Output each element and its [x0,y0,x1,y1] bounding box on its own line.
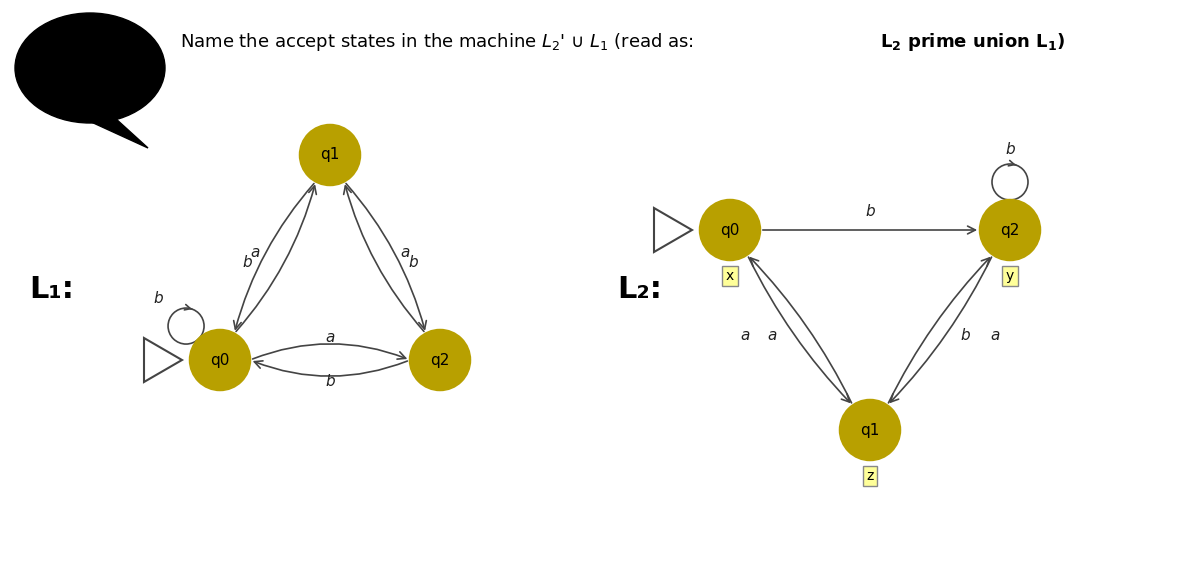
Text: b: b [154,291,163,305]
FancyArrowPatch shape [763,226,976,234]
Polygon shape [65,110,148,148]
Text: Name the accept states in the machine $L_2$' $\cup$ $L_1$ (read as:: Name the accept states in the machine $L… [180,31,707,53]
Circle shape [700,200,760,260]
Text: L₂:: L₂: [618,276,662,304]
Text: q0: q0 [720,223,739,238]
Text: q2: q2 [431,353,450,367]
FancyArrowPatch shape [346,183,426,329]
Text: b: b [325,374,335,390]
Text: a: a [767,328,776,342]
Text: b: b [960,328,970,342]
Text: a: a [740,328,750,342]
Text: a: a [990,328,1000,342]
Text: y: y [1006,269,1014,283]
Text: q2: q2 [1001,223,1020,238]
FancyArrowPatch shape [254,361,408,376]
Text: b: b [408,255,418,270]
Text: x: x [726,269,734,283]
FancyArrowPatch shape [749,257,850,402]
Text: q1: q1 [860,422,880,437]
Circle shape [410,330,470,390]
FancyArrowPatch shape [236,186,317,332]
Text: z: z [866,469,874,483]
Circle shape [980,200,1040,260]
Text: b: b [242,255,252,270]
Text: q1: q1 [320,148,340,162]
Text: q0: q0 [210,353,229,367]
Circle shape [190,330,250,390]
Circle shape [840,400,900,460]
Ellipse shape [14,13,166,123]
FancyArrowPatch shape [750,258,852,403]
FancyArrowPatch shape [252,344,406,359]
FancyArrowPatch shape [890,257,991,402]
Text: b: b [865,204,875,220]
Text: a: a [401,245,409,260]
Text: L₁:: L₁: [30,276,74,304]
Text: $\mathbf{L_2}$ prime union $\mathbf{L_1}$): $\mathbf{L_2}$ prime union $\mathbf{L_1}… [880,31,1066,53]
FancyArrowPatch shape [234,183,314,329]
Text: a: a [251,245,259,260]
Text: b: b [1006,141,1015,157]
Text: a: a [325,331,335,346]
FancyArrowPatch shape [343,186,424,332]
Circle shape [300,125,360,185]
FancyArrowPatch shape [888,258,990,403]
